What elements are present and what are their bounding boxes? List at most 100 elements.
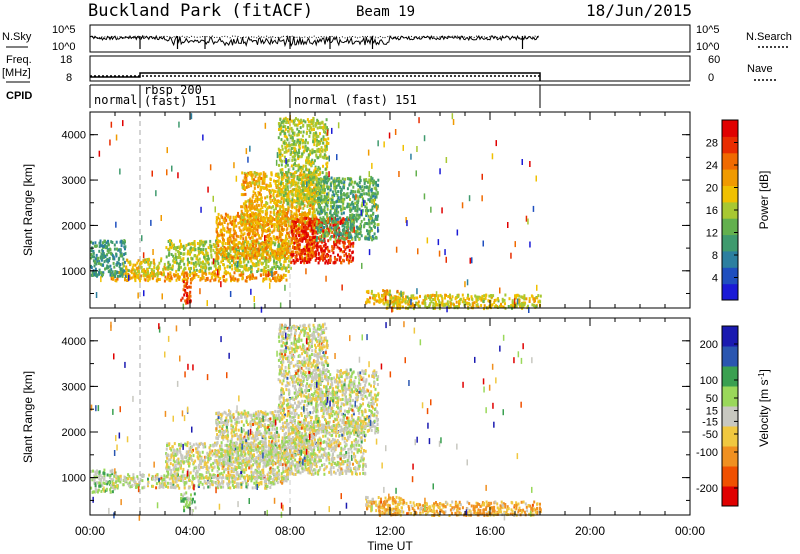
power-cell — [268, 226, 271, 230]
power-cell — [363, 178, 366, 182]
power-cell — [258, 181, 261, 185]
power-cell — [329, 201, 332, 205]
power-cell — [205, 249, 208, 253]
power-cell — [347, 258, 349, 262]
power-cell — [209, 279, 212, 283]
power-cell — [481, 296, 484, 300]
power-cell — [286, 195, 289, 198]
power-cell — [204, 278, 207, 282]
power-cell — [516, 293, 519, 297]
power-cell — [188, 285, 191, 289]
power-cell — [335, 222, 338, 226]
power-cell — [288, 250, 291, 254]
power-cell — [296, 189, 298, 193]
power-cell — [296, 218, 299, 222]
power-cell — [254, 256, 257, 260]
power-cell — [348, 248, 351, 252]
power-cell — [377, 178, 380, 182]
power-cell — [108, 259, 111, 262]
power-cell — [182, 257, 185, 261]
power-cell — [284, 239, 287, 243]
power-cell — [273, 226, 276, 230]
power-cell — [171, 244, 174, 248]
power-cell — [126, 258, 129, 262]
power-cell — [265, 251, 268, 255]
power-cell — [273, 259, 275, 263]
power-cell — [324, 127, 327, 131]
power-cell — [325, 220, 327, 223]
power-cell — [223, 233, 225, 237]
power-cell — [369, 296, 372, 300]
power-cell — [232, 215, 235, 219]
power-cell — [279, 187, 282, 191]
power-cell — [134, 279, 137, 283]
power-cell — [204, 269, 207, 273]
power-cell — [301, 187, 304, 191]
power-cell — [325, 177, 328, 181]
power-cell — [349, 222, 352, 226]
power-cell — [356, 201, 359, 205]
power-cell — [229, 233, 232, 237]
power-cell — [265, 174, 268, 178]
power-cell — [312, 135, 315, 139]
power-cell — [135, 274, 138, 278]
power-cell — [247, 275, 250, 279]
power-cell — [253, 171, 256, 174]
power-cell — [307, 173, 310, 177]
power-cell — [306, 141, 309, 145]
power-cell — [150, 272, 153, 276]
power-cell — [309, 258, 312, 261]
power-cell — [342, 237, 345, 241]
power-cell — [131, 268, 134, 272]
power-cell — [288, 233, 290, 237]
power-cell — [147, 279, 150, 283]
power-cell — [232, 221, 235, 225]
power-cell — [226, 238, 229, 242]
power-cell — [198, 250, 200, 254]
power-cell — [317, 134, 320, 138]
power-cell — [284, 259, 287, 263]
power-cell — [318, 205, 321, 208]
power-cell — [146, 272, 149, 276]
power-cell — [247, 199, 250, 203]
power-cell — [302, 139, 304, 142]
power-cell — [286, 163, 289, 167]
power-cell — [264, 223, 267, 227]
power-cell — [255, 239, 258, 243]
power-cell — [321, 256, 324, 260]
power-cell — [102, 252, 105, 256]
power-cell — [276, 179, 279, 183]
power-cell — [298, 190, 300, 194]
power-cell — [308, 238, 311, 242]
power-cell — [184, 299, 187, 303]
power-cell — [291, 250, 293, 254]
power-cell — [359, 230, 362, 234]
power-cell — [302, 217, 305, 221]
power-cell — [310, 122, 313, 126]
power-cell — [286, 248, 289, 252]
power-cell — [310, 221, 313, 225]
power-cell — [187, 249, 190, 253]
power-cell — [227, 230, 230, 234]
power-cell — [480, 298, 483, 302]
power-cell — [308, 134, 311, 138]
power-cell — [311, 254, 314, 258]
power-cell — [455, 300, 458, 304]
power-cell — [257, 220, 260, 224]
power-cell — [115, 240, 118, 244]
power-cell — [251, 206, 254, 210]
power-cell — [335, 204, 338, 208]
power-cell — [106, 249, 109, 253]
power-cell — [288, 198, 291, 202]
power-cell — [262, 277, 265, 281]
power-cell — [308, 236, 311, 239]
power-cell — [299, 257, 302, 261]
power-cell — [175, 273, 178, 277]
power-cell — [287, 159, 290, 163]
power-cell — [267, 237, 270, 241]
power-cell — [271, 230, 274, 234]
power-cell — [358, 227, 361, 231]
power-cell — [312, 140, 315, 144]
power-cell — [290, 143, 293, 147]
